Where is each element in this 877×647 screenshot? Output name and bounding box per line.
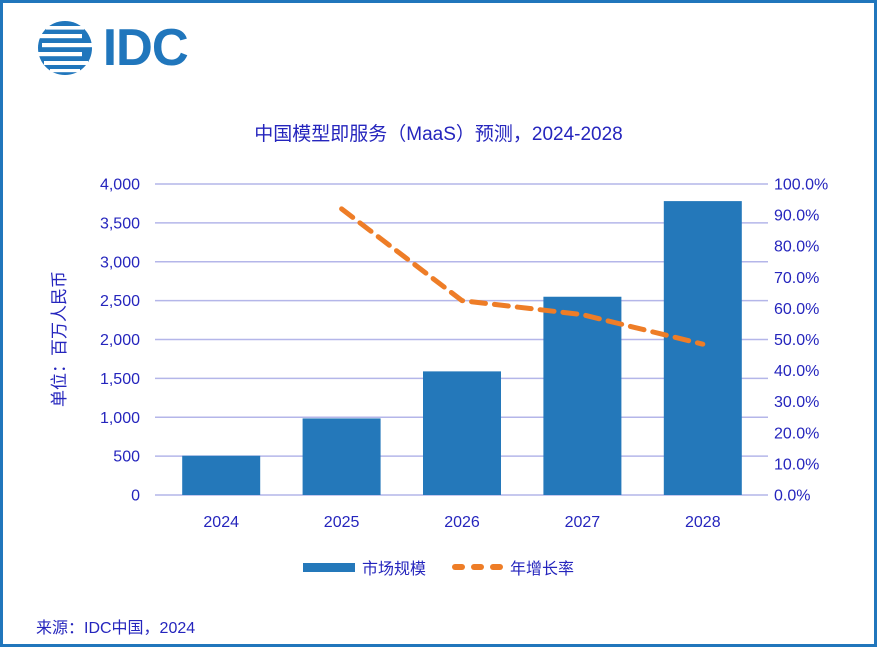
right-axis-tick-label: 10.0% <box>774 456 819 473</box>
left-axis-tick-label: 3,000 <box>100 254 140 271</box>
source-note: 来源：IDC中国，2024 <box>36 620 196 637</box>
bar-2026 <box>423 371 501 495</box>
bar-2027 <box>543 296 622 495</box>
left-axis-tick-label: 4,000 <box>100 177 140 194</box>
idc-logo-text: IDC <box>102 19 189 77</box>
legend-item-growth-rate: 年增长率 <box>452 555 574 579</box>
left-axis-tick-label: 3,500 <box>100 215 140 232</box>
x-axis-tick-label: 2027 <box>565 514 601 531</box>
right-axis-tick-label: 80.0% <box>774 239 819 256</box>
chart-title: 中国模型即服务（MaaS）预测，2024-2028 <box>254 124 623 145</box>
left-axis-tick-label: 1,500 <box>100 371 140 388</box>
left-axis-title: 单位：百万人民币 <box>50 271 69 407</box>
x-axis-tick-label: 2025 <box>324 514 360 531</box>
left-axis-tick-label: 1,000 <box>100 410 140 427</box>
legend-item-market-size: 市场规模 <box>302 555 426 579</box>
legend-label-market-size: 市场规模 <box>361 561 426 578</box>
left-axis-tick-label: 2,500 <box>100 293 140 310</box>
x-axis-tick-label: 2026 <box>444 514 480 531</box>
bar-2024 <box>182 455 261 495</box>
idc-logo: IDC <box>36 19 189 77</box>
right-axis-tick-label: 90.0% <box>774 208 819 225</box>
legend-label-growth-rate: 年增长率 <box>510 561 575 578</box>
right-axis-tick-label: 70.0% <box>774 270 819 287</box>
x-axis-tick-label: 2024 <box>203 514 239 531</box>
left-axis-tick-label: 500 <box>113 449 140 466</box>
legend: 市场规模 年增长率 <box>3 555 874 579</box>
right-axis-tick-label: 100.0% <box>774 177 828 194</box>
right-axis-tick-label: 40.0% <box>774 363 819 380</box>
left-axis-tick-label: 0 <box>131 488 140 505</box>
bar-2025 <box>302 418 381 495</box>
left-axis-tick-label: 2,000 <box>100 332 140 349</box>
idc-globe-icon <box>36 21 94 75</box>
right-axis-tick-label: 30.0% <box>774 394 819 411</box>
right-axis-tick-label: 50.0% <box>774 332 819 349</box>
growth-rate-line <box>339 206 706 347</box>
bar-2028 <box>663 201 742 496</box>
right-axis-tick-label: 60.0% <box>774 301 819 318</box>
legend-dash-swatch <box>452 564 503 570</box>
legend-bar-swatch <box>302 562 355 572</box>
right-axis-tick-label: 0.0% <box>774 488 810 505</box>
chart-plot-area: 4,000 3,500 3,000 2,500 2,000 1,500 1,000 500 0 1… <box>50 177 828 532</box>
x-axis-tick-label: 2028 <box>685 514 721 531</box>
right-axis-tick-label: 20.0% <box>774 425 819 442</box>
